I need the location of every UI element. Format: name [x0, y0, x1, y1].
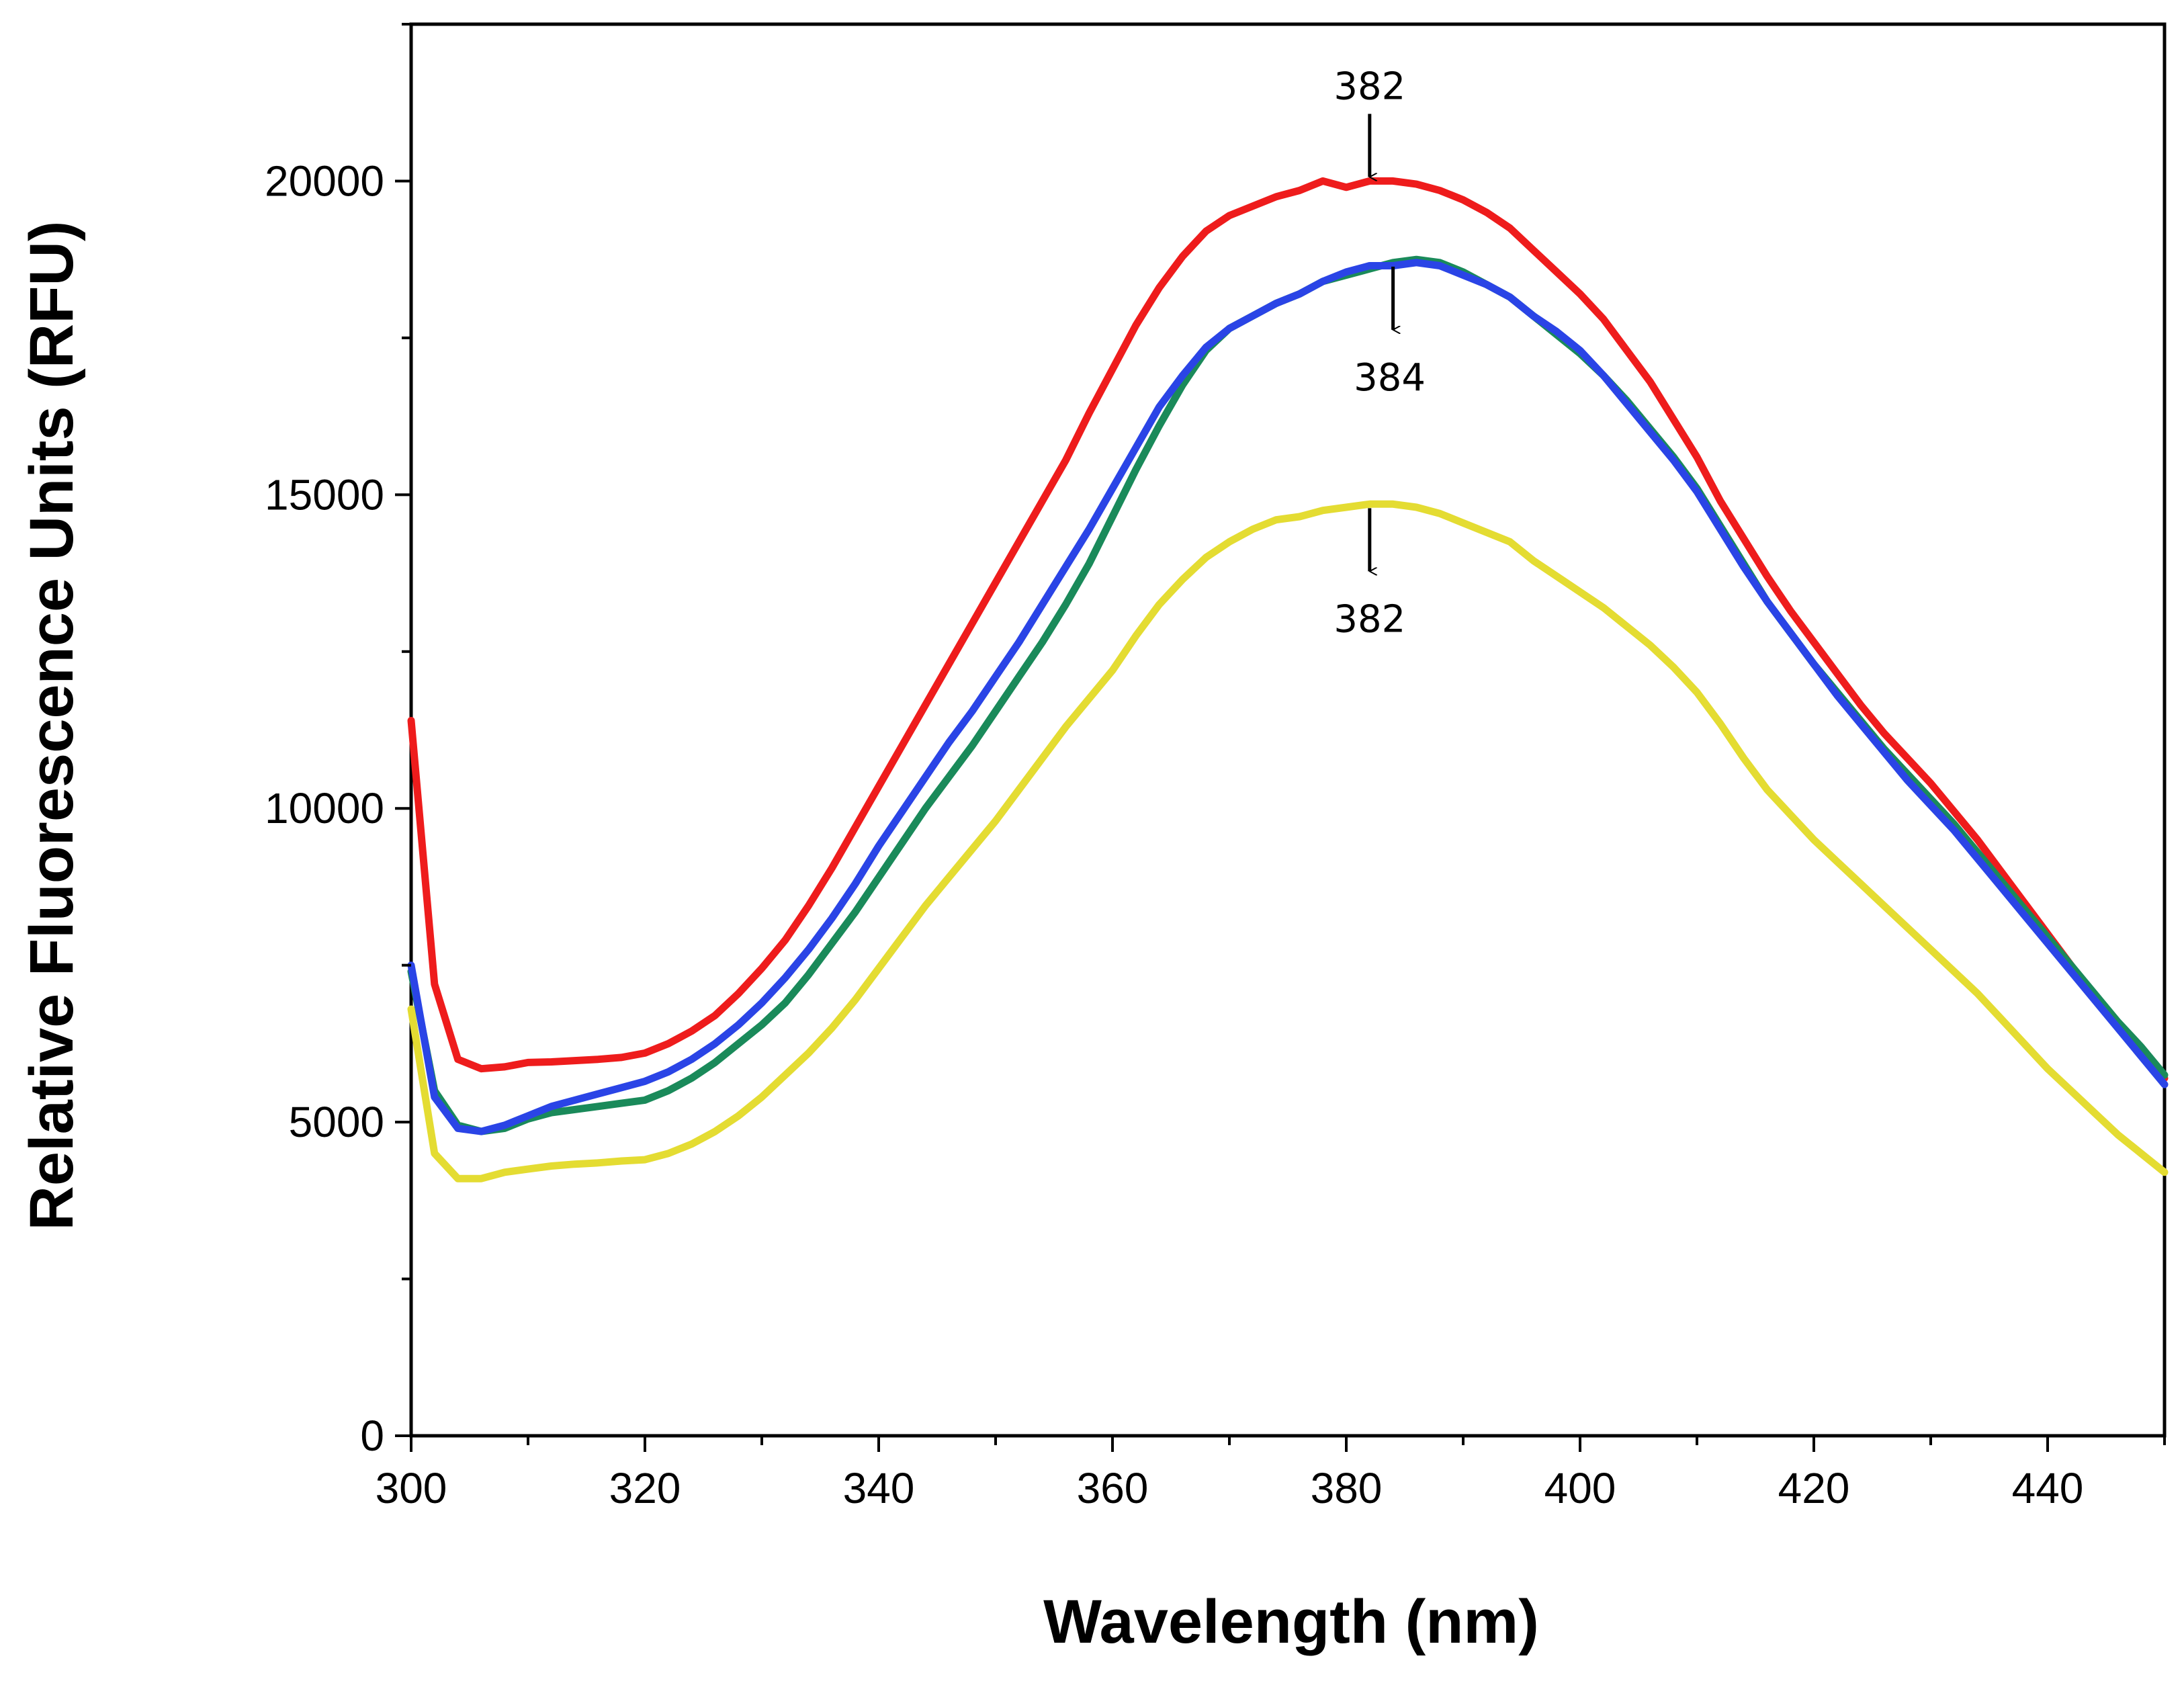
x-axis-title: Wavelength (nm)	[1043, 1588, 1539, 1656]
y-tick-label: 15000	[265, 470, 384, 519]
ticks-layer: 300 320 340 360 380 400 420 440 0 5000 10000 15000 2…	[265, 23, 2166, 1512]
peak-label: 382	[1334, 597, 1405, 641]
y-tick-label: 10000	[265, 784, 384, 832]
plot-frame	[409, 22, 2167, 1438]
x-tick-label: 360	[1077, 1464, 1149, 1512]
series-line-red	[407, 177, 2169, 1082]
peak-label: 382	[1334, 64, 1405, 108]
x-tick-label: 400	[1544, 1464, 1616, 1512]
series-line-green	[407, 255, 2169, 1135]
x-tick-label: 320	[609, 1464, 681, 1512]
y-tick-label: 0	[360, 1412, 384, 1460]
x-tick-label: 420	[1778, 1464, 1850, 1512]
peak-label: 384	[1354, 356, 1426, 400]
x-tick-label: 440	[2012, 1464, 2084, 1512]
series-layer	[407, 177, 2169, 1182]
x-tick-label: 340	[843, 1464, 915, 1512]
series-line-blue	[407, 259, 2169, 1135]
x-tick-label: 380	[1311, 1464, 1383, 1512]
y-axis-title: Relative Fluorescence Units (RFU)	[17, 220, 86, 1230]
annotation-layer: 382 384 382	[1334, 64, 1426, 641]
axes-box	[409, 22, 2167, 1438]
y-tick-label: 20000	[265, 157, 384, 205]
y-tick-label: 5000	[289, 1098, 384, 1146]
series-line-yellow	[407, 500, 2169, 1182]
x-tick-label: 300	[376, 1464, 447, 1512]
